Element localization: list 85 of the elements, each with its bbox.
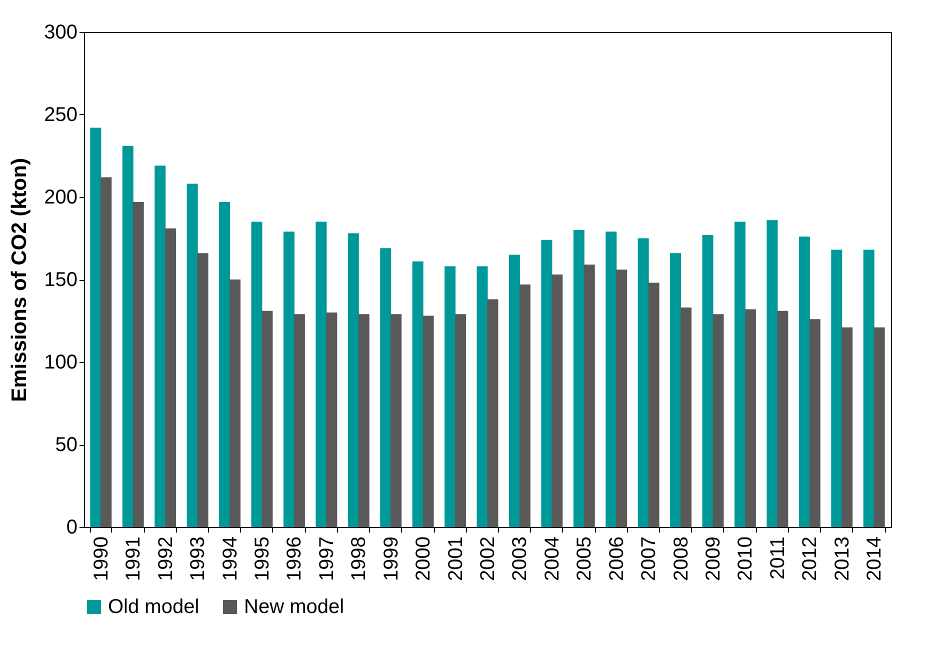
x-tick-label: 2013 [831,536,854,581]
bar [358,314,370,527]
x-tick-label: 2008 [670,536,692,581]
bar [422,316,434,527]
bar [487,299,498,527]
bar [283,232,294,527]
bar [122,146,134,527]
bar [842,327,853,527]
x-tick-label: 2012 [799,536,822,581]
bar [670,253,682,527]
x-tick-label: 1991 [122,536,145,581]
bar [734,222,746,527]
x-tick-label: 1993 [187,536,210,581]
y-tick-label: 200 [44,186,78,208]
bar [90,128,102,527]
x-tick-label: 2010 [734,536,757,581]
bar [294,314,305,527]
bar [712,314,724,527]
y-axis-title: Emissions of CO2 (kton) [8,158,32,402]
bar [186,184,198,527]
bar [455,314,466,527]
bar [541,240,552,527]
x-tick-label: 1999 [380,536,402,581]
x-tick-label: 2004 [541,536,564,581]
bar [552,274,563,527]
bar [777,310,788,527]
bar [798,236,810,527]
y-tick-label: 50 [55,434,78,456]
x-tick-label: 1998 [348,536,370,581]
x-tick-label: 2000 [412,536,435,581]
bar [874,327,885,527]
bar [702,234,714,527]
bar [476,266,488,527]
y-tick-label: 300 [44,22,78,44]
x-tick-label: 1994 [219,536,242,581]
bar [831,250,842,527]
legend-label: New model [244,596,344,618]
bar [444,266,456,527]
bar [648,282,660,527]
bar [412,261,424,527]
x-tick-label: 2002 [477,536,499,581]
x-tick-label: 2001 [444,536,467,581]
x-tick-label: 1992 [154,536,177,581]
y-tick-label: 0 [66,516,78,538]
x-tick-label: 2014 [864,536,886,581]
bar [390,314,402,527]
x-tick-label: 2011 [766,536,789,580]
bar [219,202,230,527]
y-tick-label: 150 [44,269,78,291]
x-tick-label: 2006 [606,536,628,581]
bar [744,309,756,527]
bar [100,177,112,527]
bar [508,254,520,527]
x-tick-label: 2009 [702,536,725,581]
y-tick-label: 100 [44,352,78,374]
bar [680,308,692,527]
bar [584,264,595,527]
bar [326,312,338,527]
bar [380,248,392,527]
bar [154,166,166,527]
bar [197,253,208,527]
bar [766,220,778,527]
x-tick-label: 2003 [509,536,532,581]
bar [573,230,584,527]
bar [863,250,874,527]
bar [606,232,617,527]
x-tick-label: 2005 [574,536,596,581]
bar [638,238,649,527]
bar [809,319,820,527]
bar [230,280,241,527]
bar [348,233,359,527]
bar [519,284,530,527]
bar [262,310,273,527]
x-tick-label: 1995 [251,536,274,581]
x-tick-label: 1990 [90,536,112,581]
x-tick-label: 1997 [316,536,338,581]
bar [251,222,262,527]
x-tick-label: 1996 [284,536,306,581]
legend-label: Old model [108,596,200,618]
x-tick-label: 2007 [638,536,660,581]
y-tick-label: 250 [44,104,78,126]
bar [165,228,176,527]
bar [616,270,628,527]
bar [132,202,144,527]
bar [316,222,327,527]
